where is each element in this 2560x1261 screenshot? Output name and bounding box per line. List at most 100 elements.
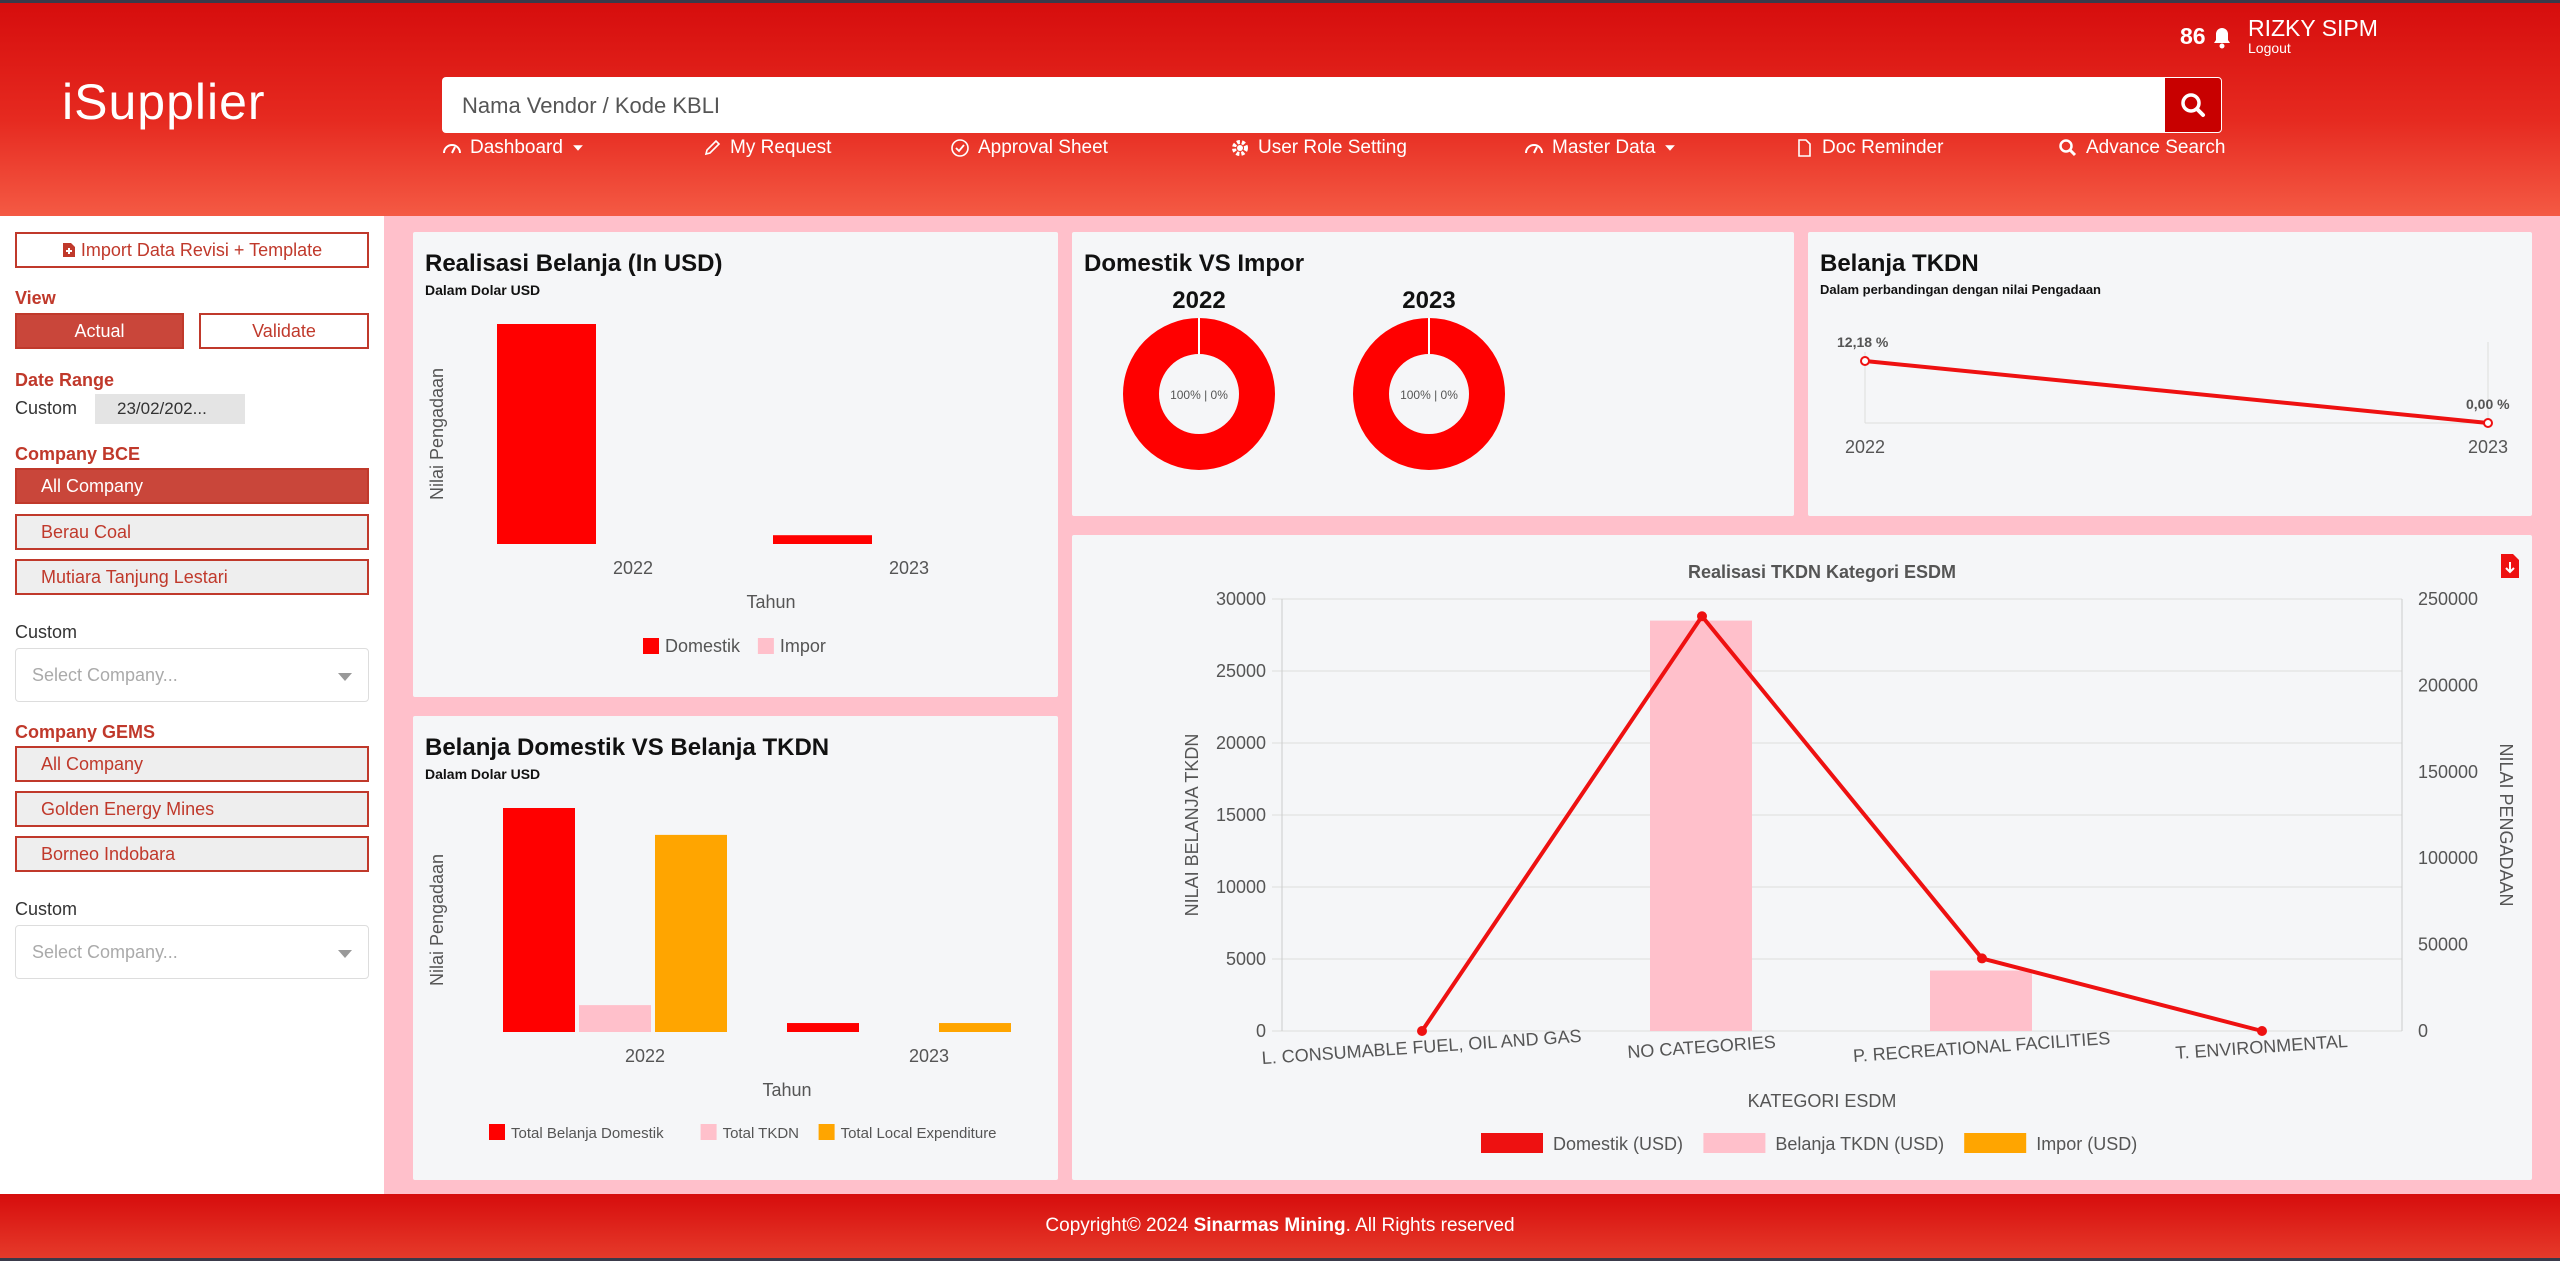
search-button[interactable] [2164, 77, 2222, 133]
line-point [1977, 953, 1987, 964]
y-axis-title: NILAI BELANJA TKDN [1182, 734, 1202, 917]
line-point [1697, 611, 1707, 622]
notification-button[interactable]: 86 [2180, 23, 2234, 50]
x-axis-title: KATEGORI ESDM [1748, 1091, 1897, 1111]
nav-label: Doc Reminder [1822, 137, 1944, 158]
y-right-tick-label: 150000 [2418, 762, 2478, 782]
bar-total-local-expenditure [655, 834, 727, 1032]
date-range-input[interactable]: 23/02/202... [95, 394, 245, 424]
logout-link[interactable]: Logout [2248, 40, 2291, 56]
nav-label: Advance Search [2086, 137, 2226, 158]
brand-name: Sinarmas Mining [1193, 1215, 1346, 1236]
tkdn-point [2483, 418, 2493, 428]
y-right-tick-label: 0 [2418, 1021, 2428, 1041]
legend-label: Impor (USD) [2036, 1134, 2137, 1154]
nav-label: Approval Sheet [978, 137, 1108, 158]
x-axis-title: Tahun [746, 592, 795, 612]
legend-label: Domestik (USD) [1553, 1134, 1683, 1154]
bce-all-company[interactable]: All Company [15, 468, 369, 504]
nav-my-request[interactable]: My Request [702, 137, 831, 159]
x-tick-label: 2023 [889, 558, 929, 578]
card-subtitle: Dalam Dolar USD [425, 282, 541, 298]
gems-borneo-indobara[interactable]: Borneo Indobara [15, 836, 369, 872]
legend-swatch [818, 1124, 835, 1140]
y-right-tick-label: 100000 [2418, 848, 2478, 868]
legend-swatch [1481, 1133, 1543, 1153]
card-esdm: Realisasi TKDN Kategori ESDM 0 5000 10000 15… [1072, 535, 2532, 1180]
legend-label: Total Local Expenditure [841, 1125, 997, 1142]
legend-label: Total Belanja Domestik [511, 1125, 664, 1142]
y-right-tick-label: 250000 [2418, 589, 2478, 609]
legend-swatch [700, 1124, 717, 1140]
card-domestik-vs-impor: Domestik VS Impor 2022 100% | 0% 2023 100% … [1072, 232, 1794, 516]
tkdn-value-label: 0,00 % [2466, 396, 2510, 412]
bce-berau-coal[interactable]: Berau Coal [15, 514, 369, 550]
bar-domestik [773, 535, 872, 544]
y-right-axis-title: NILAI PENGADAAN [2496, 743, 2516, 906]
donut-center-label: 100% | 0% [1170, 388, 1228, 402]
main-nav: Dashboard My Request Approval Sheet User… [442, 137, 2225, 171]
x-tick-label: P. RECREATIONAL FACILITIES [1852, 1028, 2111, 1066]
legend-swatch [643, 638, 659, 654]
x-tick-label: 2023 [909, 1046, 949, 1066]
y-tick-label: 5000 [1226, 949, 1266, 969]
y-tick-label: 0 [1256, 1021, 1266, 1041]
tkdn-line [1864, 359, 2489, 425]
nav-advance-search[interactable]: Advance Search [2058, 137, 2225, 159]
gems-all-company[interactable]: All Company [15, 746, 369, 782]
header: iSupplier Nama Vendor / Kode KBLI Dashbo… [0, 0, 2560, 216]
card-belanja-tkdn: Belanja TKDN Dalam perbandingan dengan n… [1808, 232, 2532, 516]
nav-doc-reminder[interactable]: Doc Reminder [1794, 137, 1943, 159]
date-range-heading: Date Range [15, 370, 115, 390]
nav-label: Master Data [1552, 137, 1656, 158]
y-axis-title: Nilai Pengadaan [427, 854, 447, 986]
nav-approval-sheet[interactable]: Approval Sheet [950, 137, 1108, 159]
card-realisasi-belanja: Realisasi Belanja (In USD) Dalam Dolar U… [413, 232, 1058, 697]
donut-title: 2022 [1172, 287, 1225, 314]
search-input[interactable]: Nama Vendor / Kode KBLI [442, 77, 2164, 133]
view-validate-button[interactable]: Validate [199, 313, 369, 349]
line-point [1417, 1026, 1427, 1036]
bar-belanja-tkdn-usd- [1930, 970, 2032, 1031]
nav-label: Dashboard [470, 137, 563, 158]
import-data-label: Import Data Revisi + Template [80, 240, 323, 260]
x-tick-label: 2023 [2468, 437, 2508, 457]
bar-total-local-expenditure [939, 1023, 1011, 1032]
bar-domestik [497, 324, 596, 544]
view-heading: View [15, 288, 56, 308]
nav-user-role-setting[interactable]: User Role Setting [1230, 137, 1407, 159]
domestik-impor-donut-charts: 2022 100% | 0% 2023 100% | 0% [1123, 287, 1505, 470]
user-menu: RIZKY SIPM Logout [2248, 15, 2378, 56]
logo[interactable]: iSupplier [62, 74, 266, 130]
bell-icon [2213, 27, 2230, 48]
chevron-down-icon [338, 673, 352, 681]
check-circle-icon [951, 139, 969, 157]
view-actual-button[interactable]: Actual [15, 313, 184, 349]
legend-label: Impor [780, 636, 826, 656]
legend-swatch [757, 638, 774, 654]
caret-down-icon [573, 145, 583, 151]
domestik-tkdn-bar-chart: 2022 2023 Tahun Nilai Pengadaan Total Belanj… [427, 808, 1011, 1142]
y-right-tick-label: 200000 [2418, 675, 2478, 695]
bce-company-select[interactable]: Select Company... [15, 648, 369, 702]
date-custom-label: Custom [15, 398, 78, 418]
chevron-down-icon [338, 950, 352, 958]
nav-label: User Role Setting [1258, 137, 1407, 158]
bce-mutiara-tanjung-lestari[interactable]: Mutiara Tanjung Lestari [15, 559, 369, 595]
card-domestik-vs-tkdn: Belanja Domestik VS Belanja TKDN Dalam D… [413, 716, 1058, 1180]
gems-company-select[interactable]: Select Company... [15, 925, 369, 979]
import-data-button[interactable]: Import Data Revisi + Template [15, 232, 369, 268]
pencil-icon [704, 139, 721, 156]
card-title: Belanja TKDN [1820, 250, 1979, 277]
filter-sidebar: Import Data Revisi + Template View Actua… [0, 216, 384, 1194]
nav-dashboard[interactable]: Dashboard [442, 137, 585, 159]
download-file-icon [2501, 554, 2519, 578]
legend-swatch [1964, 1133, 2027, 1153]
y-tick-label: 25000 [1216, 661, 1266, 681]
download-button[interactable] [2500, 553, 2520, 579]
gems-golden-energy-mines[interactable]: Golden Energy Mines [15, 791, 369, 827]
y-tick-label: 20000 [1216, 733, 1266, 753]
nav-master-data[interactable]: Master Data [1524, 137, 1677, 159]
y-right-tick-label: 50000 [2418, 935, 2468, 955]
search-placeholder: Nama Vendor / Kode KBLI [462, 93, 721, 118]
